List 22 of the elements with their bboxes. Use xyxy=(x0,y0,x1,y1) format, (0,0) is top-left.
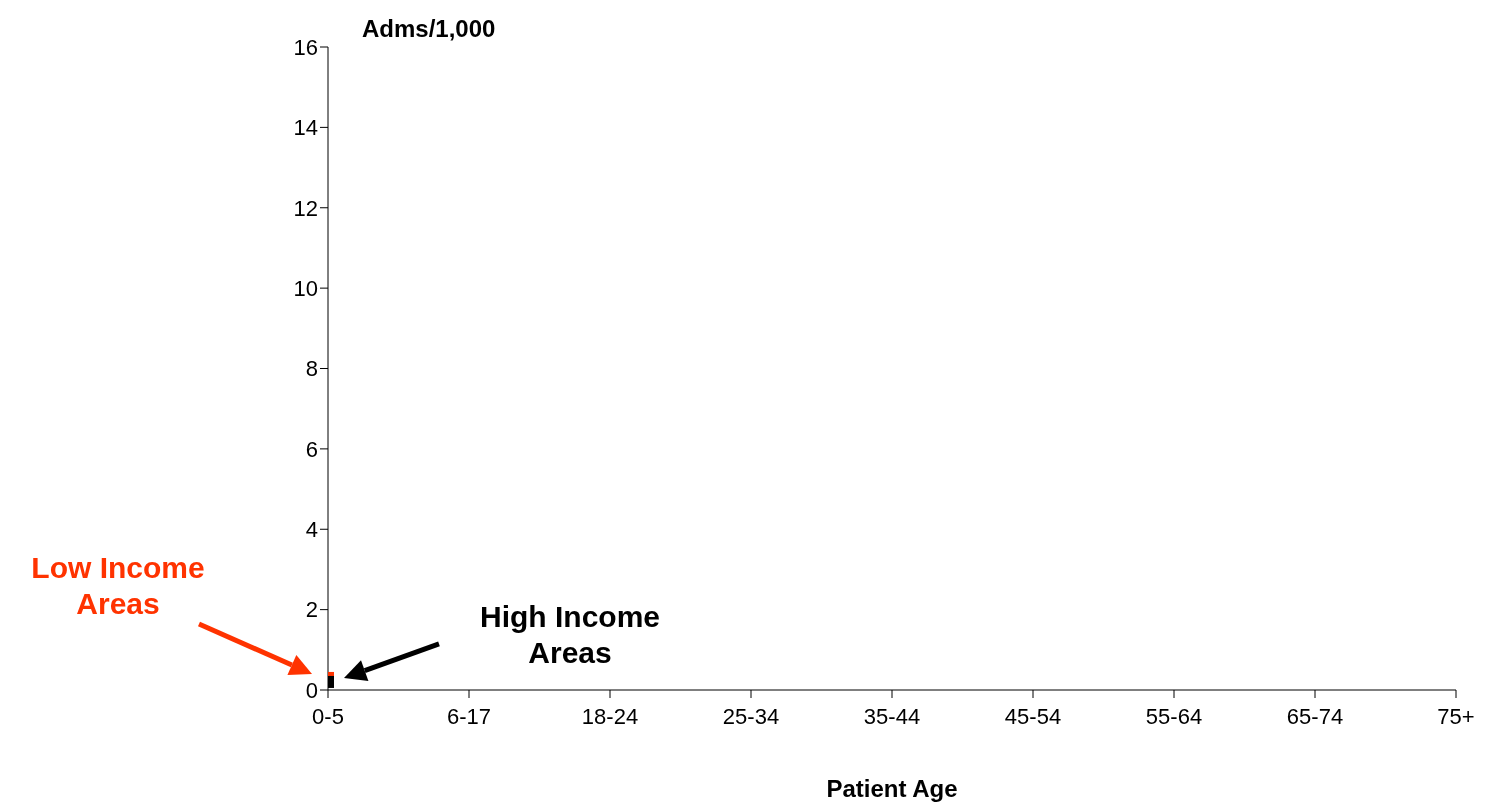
x-tick-label: 75+ xyxy=(1437,703,1475,729)
x-tick-label: 18-24 xyxy=(581,703,639,729)
text: Low Income Areas xyxy=(31,550,205,620)
y-tick-label: 6 xyxy=(305,436,318,462)
x-tick-label: 35-44 xyxy=(863,703,921,729)
x-tick-label: 0-5 xyxy=(312,703,344,729)
y-tick-label: 0 xyxy=(305,677,318,703)
y-tick-label: 14 xyxy=(293,115,318,141)
x-tick-label: 25-34 xyxy=(722,703,780,729)
x-tick-label: 65-74 xyxy=(1286,703,1344,729)
x-tick-label: 6-17 xyxy=(446,703,492,729)
y-axis-title: Adms/1,000 xyxy=(362,15,496,42)
y-tick-label: 8 xyxy=(305,356,318,382)
x-axis-title: Patient Age xyxy=(826,775,958,802)
y-tick-label: 12 xyxy=(293,195,318,221)
x-tick-label: 45-54 xyxy=(1004,703,1062,729)
y-tick-label: 16 xyxy=(293,34,318,60)
y-tick-label: 2 xyxy=(305,597,318,623)
y-tick-label: 10 xyxy=(293,275,318,301)
text: High Income Areas xyxy=(479,599,661,669)
x-tick-label: 55-64 xyxy=(1145,703,1203,729)
y-tick-label: 4 xyxy=(305,517,318,543)
